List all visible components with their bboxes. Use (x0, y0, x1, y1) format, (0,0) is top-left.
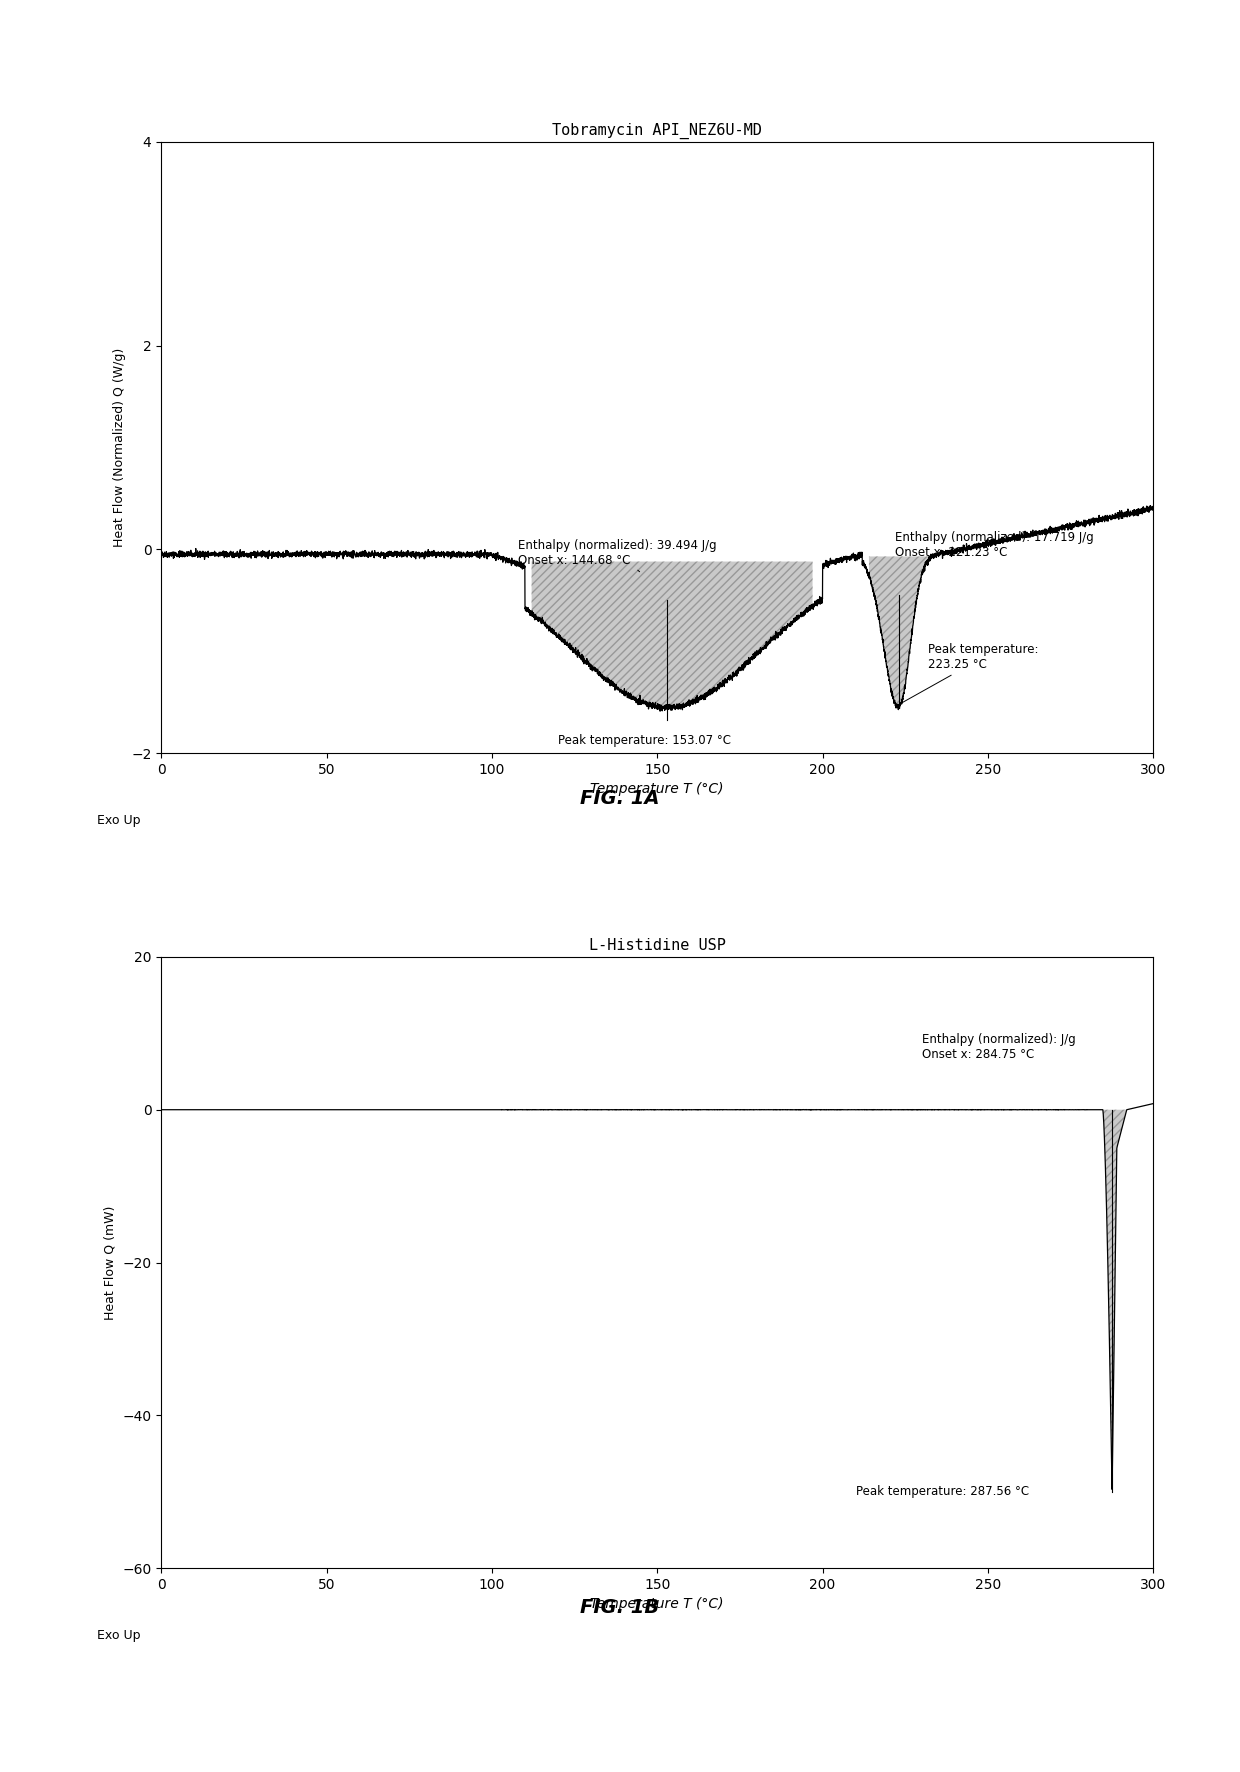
Text: FIG. 1A: FIG. 1A (580, 789, 660, 808)
Text: FIG. 1B: FIG. 1B (580, 1598, 660, 1618)
Text: Enthalpy (normalized): J/g
Onset x: 284.75 °C: Enthalpy (normalized): J/g Onset x: 284.… (921, 1033, 1075, 1061)
Text: Peak temperature: 287.56 °C: Peak temperature: 287.56 °C (856, 1485, 1029, 1499)
Text: Peak temperature:
223.25 °C: Peak temperature: 223.25 °C (901, 643, 1039, 703)
X-axis label: Temperature T (°C): Temperature T (°C) (590, 1598, 724, 1611)
X-axis label: Temperature T (°C): Temperature T (°C) (590, 783, 724, 796)
Text: Enthalpy (normalized): 39.494 J/g
Onset x: 144.68 °C: Enthalpy (normalized): 39.494 J/g Onset … (518, 539, 717, 572)
Y-axis label: Heat Flow Q (mW): Heat Flow Q (mW) (104, 1205, 117, 1320)
Text: Exo Up: Exo Up (97, 1630, 140, 1643)
Title: Tobramycin API_NEZ6U-MD: Tobramycin API_NEZ6U-MD (552, 122, 763, 138)
Title: L-Histidine USP: L-Histidine USP (589, 937, 725, 953)
Text: Exo Up: Exo Up (97, 815, 140, 828)
Y-axis label: Heat Flow (Normalized) Q (W/g): Heat Flow (Normalized) Q (W/g) (113, 347, 125, 548)
Text: Peak temperature: 153.07 °C: Peak temperature: 153.07 °C (558, 734, 732, 748)
Text: Enthalpy (normalized): 17.719 J/g
Onset x: 221.23 °C: Enthalpy (normalized): 17.719 J/g Onset … (895, 532, 1094, 558)
